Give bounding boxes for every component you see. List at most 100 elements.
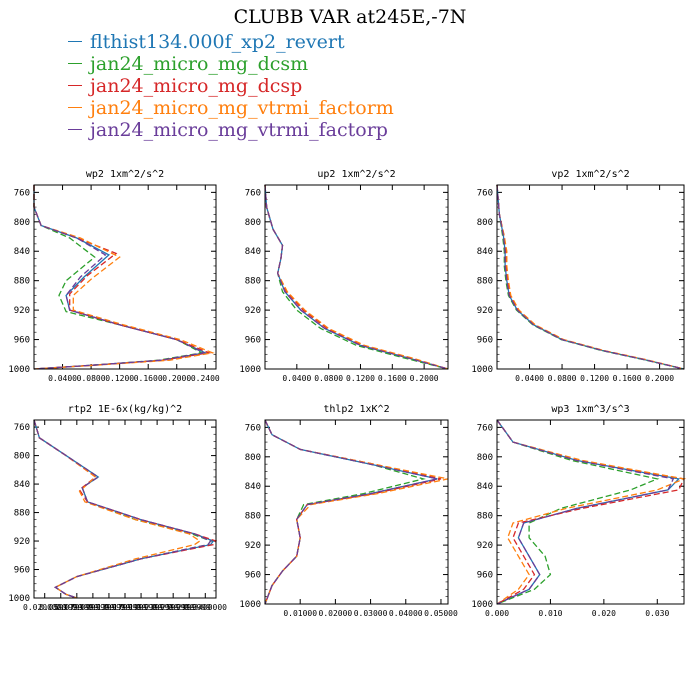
series-line xyxy=(33,419,218,599)
y-tick-label: 1000 xyxy=(471,365,493,375)
series-line xyxy=(264,419,449,605)
x-tick-label: 0.2400 xyxy=(191,374,220,383)
y-tick-label: 840 xyxy=(477,482,493,492)
x-tick-label: 0.1200 xyxy=(346,374,375,383)
y-tick-label: 920 xyxy=(477,306,493,316)
series-line xyxy=(33,419,212,599)
x-tick-label: 0.2999999 xyxy=(168,603,212,612)
y-tick-label: 880 xyxy=(14,509,30,519)
series-line xyxy=(496,184,685,370)
plot-frame xyxy=(264,184,449,370)
x-tick-label: 0.030 xyxy=(645,609,669,618)
legend-swatch xyxy=(68,40,82,42)
y-tick-label: 800 xyxy=(477,218,493,228)
panel-4: thlp2 1xK^2 760 800 840 880 920 960 1000 0.01000… xyxy=(239,404,458,618)
series-line xyxy=(496,184,685,370)
x-tick-label: 0.1399999 xyxy=(87,603,131,612)
plot-frame xyxy=(33,419,217,599)
y-tick-label: 880 xyxy=(14,277,30,287)
y-tick-label: 760 xyxy=(245,188,261,198)
series-line xyxy=(33,185,215,370)
y-tick-label: 960 xyxy=(245,336,261,346)
series-line xyxy=(264,419,438,605)
series-line xyxy=(496,419,685,605)
y-tick-label: 800 xyxy=(245,453,261,463)
y-tick-label: 800 xyxy=(14,452,30,462)
series-line xyxy=(496,184,685,370)
series-line xyxy=(33,419,212,599)
y-tick-label: 800 xyxy=(14,218,30,228)
series-line xyxy=(264,184,449,370)
x-tick-label: 0.0400 xyxy=(515,374,544,383)
panel-title: wp2 1xm^2/s^2 xyxy=(86,169,164,180)
y-tick-label: 800 xyxy=(245,218,261,228)
series-line xyxy=(33,185,212,370)
legend-label: jan24_micro_mg_dcsp xyxy=(90,75,303,97)
legend-entry: flthist134.000f_xp2_revert xyxy=(68,31,394,53)
x-tick-label: 0.0800 xyxy=(548,374,577,383)
x-tick-label: 0.04000 xyxy=(389,609,423,618)
legend-swatch xyxy=(68,106,82,108)
x-tick-label: 0.0799999 xyxy=(55,603,99,612)
x-tick-label: 0.1799999 xyxy=(103,603,147,612)
panel-title: thlp2 1xK^2 xyxy=(323,404,389,415)
x-tick-label: 0.010 xyxy=(538,609,562,618)
y-tick-label: 840 xyxy=(477,247,493,257)
x-tick-label: 0.1200 xyxy=(580,374,609,383)
legend-label: jan24_micro_mg_vtrmi_factorp xyxy=(90,119,388,141)
panel-title: vp2 1xm^2/s^2 xyxy=(551,169,629,180)
legend-swatch xyxy=(68,84,82,86)
x-tick-label: 0.2399999 xyxy=(135,603,179,612)
x-tick-label: 0.2000 xyxy=(162,374,191,383)
y-tick-label: 1000 xyxy=(471,600,493,610)
x-tick-label: 0.01000 xyxy=(283,609,317,618)
x-tick-label: 0.1600 xyxy=(378,374,407,383)
y-tick-label: 920 xyxy=(477,541,493,551)
y-tick-label: 840 xyxy=(245,247,261,257)
legend-label: jan24_micro_mg_vtrmi_factorm xyxy=(90,97,394,119)
x-tick-label: 0.2000 xyxy=(410,374,439,383)
x-tick-label: 0.2000 xyxy=(645,374,674,383)
series-line xyxy=(496,419,681,605)
series-line xyxy=(33,185,204,370)
series-line xyxy=(496,184,685,370)
y-tick-label: 960 xyxy=(477,571,493,581)
y-tick-label: 760 xyxy=(477,423,493,433)
series-line xyxy=(33,185,207,370)
x-tick-label: 0.0400 xyxy=(282,374,311,383)
y-tick-label: 1000 xyxy=(239,365,261,375)
y-tick-label: 760 xyxy=(477,188,493,198)
legend-swatch xyxy=(68,62,82,64)
legend-entry: jan24_micro_mg_dcsp xyxy=(68,75,394,97)
x-tick-label: 0.000 xyxy=(485,609,509,618)
y-tick-label: 840 xyxy=(14,480,30,490)
y-tick-label: 800 xyxy=(477,453,493,463)
y-tick-label: 1000 xyxy=(239,600,261,610)
y-tick-label: 960 xyxy=(14,336,30,346)
panel-title: rtp2 1E-6x(kg/kg)^2 xyxy=(68,404,182,415)
legend-label: flthist134.000f_xp2_revert xyxy=(90,31,345,53)
x-tick-label: 0.1600 xyxy=(134,374,163,383)
y-tick-label: 920 xyxy=(245,306,261,316)
x-tick-label: 0.0599999 xyxy=(39,603,83,612)
x-tick-label: 0.020 xyxy=(592,609,616,618)
x-tick-label: 0.1600 xyxy=(613,374,642,383)
x-tick-label: 0.0200000 xyxy=(23,603,67,612)
series-line xyxy=(33,419,215,599)
x-tick-label: 0.0400 xyxy=(48,374,77,383)
plot-frame xyxy=(496,184,685,370)
chart-title: CLUBB VAR at245E,-7N xyxy=(233,6,467,28)
panel-title: wp3 1xm^3/s^3 xyxy=(551,404,629,415)
x-tick-label: 0.1999999 xyxy=(119,603,163,612)
y-tick-label: 920 xyxy=(245,541,261,551)
y-tick-label: 880 xyxy=(477,512,493,522)
series-line xyxy=(33,419,202,599)
x-tick-label: 0.2599999 xyxy=(151,603,195,612)
x-tick-label: 0.02000 xyxy=(319,609,353,618)
series-line xyxy=(496,184,685,370)
legend: flthist134.000f_xp2_revert jan24_micro_m… xyxy=(68,31,394,141)
panel-1: up2 1xm^2/s^2 760 800 840 880 920 960 1000 0.040… xyxy=(239,169,449,383)
series-line xyxy=(264,419,438,605)
x-tick-label: 0.05000 xyxy=(424,609,458,618)
